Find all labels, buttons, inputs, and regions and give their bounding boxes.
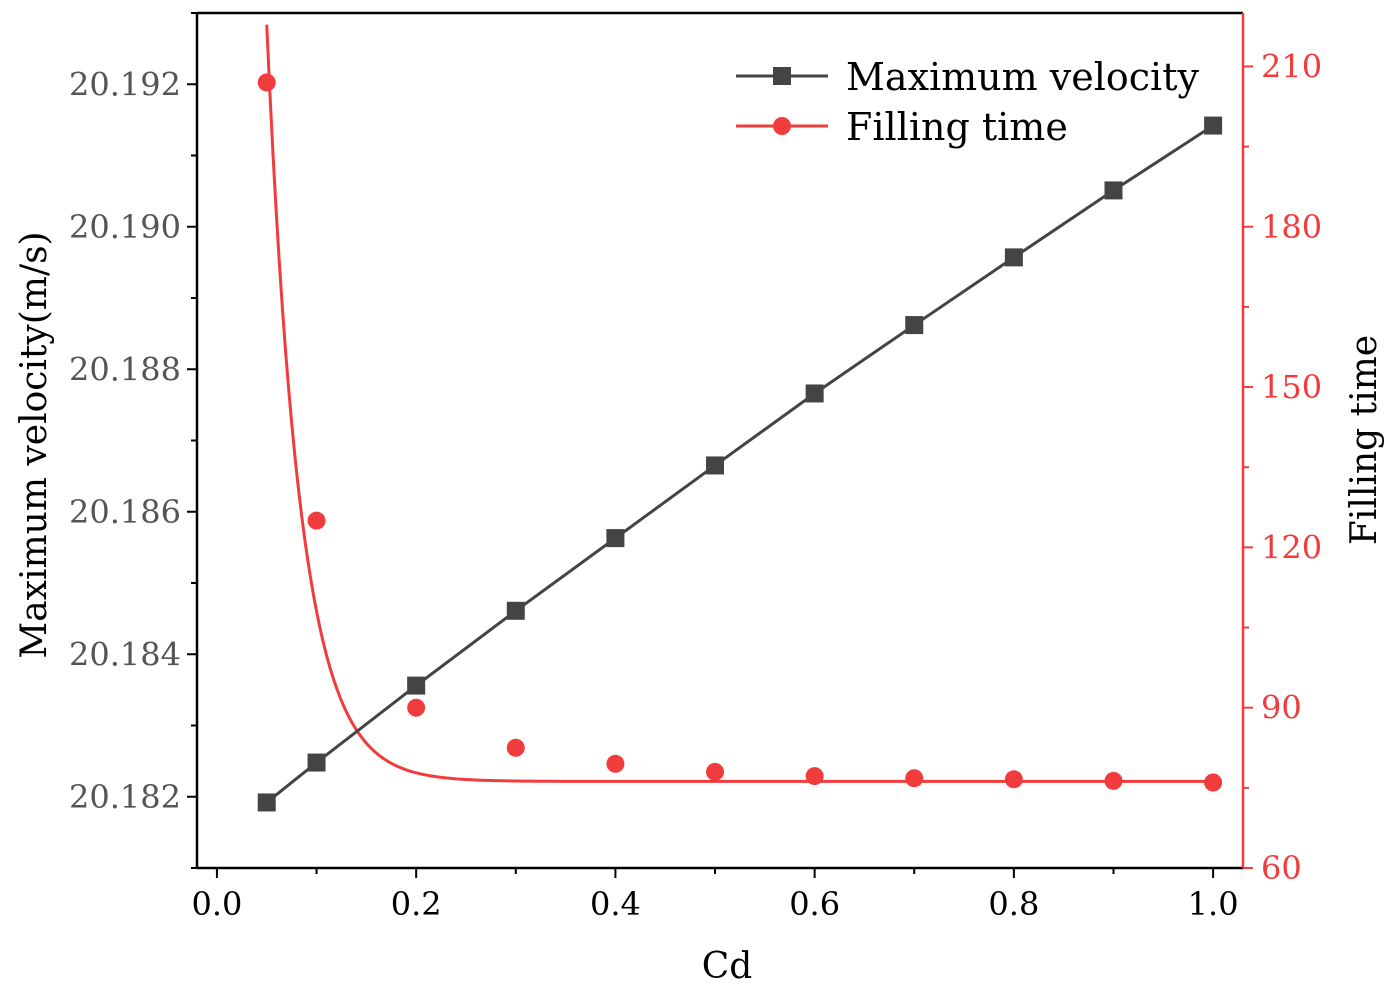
- legend-filling-marker: [773, 117, 791, 135]
- right-y-tick-label: 60: [1261, 849, 1302, 887]
- velocity-point: [1204, 116, 1223, 135]
- left-y-axis-label: Maximum velocity(m/s): [14, 231, 55, 658]
- filling-point: [307, 511, 326, 530]
- filling-point: [905, 769, 924, 788]
- left-y-tick-label: 20.190: [69, 208, 181, 246]
- right-y-tick-label: 90: [1261, 689, 1302, 727]
- velocity-point: [307, 753, 326, 772]
- velocity-point: [606, 529, 625, 548]
- x-axis-label: Cd: [702, 946, 753, 987]
- legend: Maximum velocity Filling time: [736, 55, 1199, 149]
- velocity-point: [506, 601, 525, 620]
- velocity-point: [805, 384, 824, 403]
- right-y-tick-label: 120: [1261, 528, 1322, 566]
- filling-point: [606, 754, 625, 773]
- x-tick-label: 1.0: [1188, 885, 1239, 923]
- filling-point: [706, 762, 725, 781]
- plot-area: [197, 13, 1243, 868]
- right-y-tick-label: 150: [1261, 368, 1322, 406]
- velocity-point: [1104, 181, 1123, 200]
- filling-point: [1004, 770, 1023, 789]
- filling-point: [1104, 771, 1123, 790]
- right-y-tick-label: 180: [1261, 208, 1322, 246]
- x-tick-label: 0.4: [590, 885, 641, 923]
- filling-point: [1204, 773, 1223, 792]
- legend-filling-label: Filling time: [846, 105, 1068, 149]
- filling-point: [257, 73, 276, 92]
- right-y-axis-label: Filling time: [1344, 335, 1385, 545]
- x-tick-label: 0.8: [988, 885, 1039, 923]
- velocity-point: [407, 676, 426, 695]
- left-y-tick-label: 20.182: [69, 778, 181, 816]
- x-tick-label: 0.6: [789, 885, 840, 923]
- filling-fit-curve: [265, 24, 1214, 783]
- velocity-point: [706, 456, 725, 475]
- velocity-point: [257, 793, 276, 812]
- filling-point: [506, 738, 525, 757]
- left-y-tick-label: 20.192: [69, 65, 181, 103]
- legend-velocity-marker: [773, 67, 791, 85]
- filling-point: [805, 767, 824, 786]
- left-y-tick-label: 20.186: [69, 493, 181, 531]
- left-y-tick-label: 20.188: [69, 350, 181, 388]
- left-y-tick-label: 20.184: [69, 635, 181, 673]
- filling-point: [407, 698, 426, 717]
- legend-velocity-label: Maximum velocity: [846, 55, 1199, 99]
- velocity-point: [905, 316, 924, 335]
- right-y-tick-label: 210: [1261, 47, 1322, 85]
- x-tick-label: 0.0: [191, 885, 242, 923]
- velocity-point: [1004, 248, 1023, 267]
- x-tick-label: 0.2: [391, 885, 442, 923]
